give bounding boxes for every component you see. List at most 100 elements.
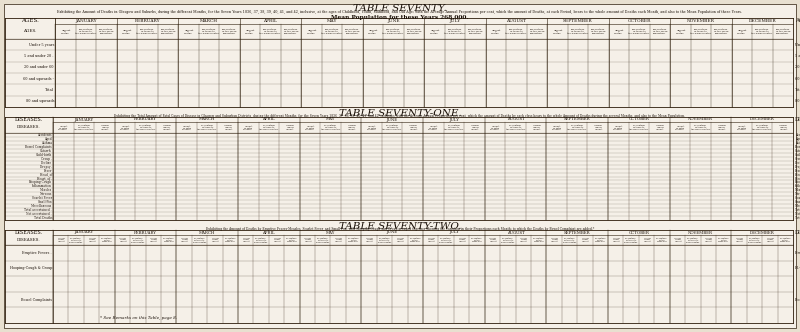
- Text: Per-centage
of these to
whole Deaths.: Per-centage of these to whole Deaths.: [439, 237, 453, 243]
- Text: Miscellaneous.: Miscellaneous.: [795, 204, 800, 208]
- Text: Average
Annual
Amount: Average Annual Amount: [223, 125, 232, 129]
- Text: Average
Annual
Amount: Average Annual Amount: [273, 238, 281, 242]
- Text: Dropsy.: Dropsy.: [795, 165, 800, 169]
- Text: Small-Pox: Small-Pox: [38, 200, 52, 204]
- Text: AUGUST: AUGUST: [506, 19, 526, 23]
- Text: Per-centage
of the Mean
Population.: Per-centage of the Mean Population.: [345, 29, 359, 34]
- Text: Per-centage
of the
Mean Pop.: Per-centage of the Mean Pop.: [348, 238, 359, 242]
- Text: OCTOBER: OCTOBER: [627, 19, 651, 23]
- Text: Amount
of Fatal
Diseases.: Amount of Fatal Diseases.: [305, 125, 315, 130]
- Text: Average
Annual
Amount: Average Annual Amount: [519, 238, 527, 242]
- Text: Per-centage
of the Mean
Population.: Per-centage of the Mean Population.: [530, 29, 544, 34]
- Text: DISEASES.: DISEASES.: [15, 117, 43, 122]
- Text: Per-centage
of these to
the whole Deaths.: Per-centage of these to the whole Deaths…: [444, 125, 463, 130]
- Text: Average
Annual
Amount: Average Annual Amount: [180, 238, 188, 242]
- Text: Hooping-Cough.: Hooping-Cough.: [795, 180, 800, 185]
- Text: DECEMBER: DECEMBER: [749, 19, 776, 23]
- Text: Average
Annual
Amount: Average Annual Amount: [470, 125, 479, 129]
- Text: Average
Annual
Amount: Average Annual Amount: [612, 238, 620, 242]
- Text: DISEASES.: DISEASES.: [795, 117, 800, 122]
- Text: Nervous.: Nervous.: [795, 192, 800, 196]
- Text: Hooping-Cough: Hooping-Cough: [29, 180, 52, 185]
- Text: Average
Annual
Amount: Average Annual Amount: [88, 238, 95, 242]
- Text: Average
Annual
Amount: Average Annual Amount: [150, 238, 157, 242]
- Text: Per-centage
of these to
the whole Deaths.: Per-centage of these to the whole Deaths…: [382, 125, 402, 130]
- Text: Per-centage
of these to
whole Deaths.: Per-centage of these to whole Deaths.: [254, 237, 268, 243]
- Text: Per-centage
of these to
the whole Deaths.: Per-centage of these to the whole Deaths…: [690, 29, 711, 34]
- Text: Amount
of
Deaths.: Amount of Deaths.: [614, 29, 623, 34]
- Text: Per-centage
of these to
the whole Deaths.: Per-centage of these to the whole Deaths…: [259, 125, 278, 130]
- Text: Amount
of
Deaths.: Amount of Deaths.: [491, 29, 501, 34]
- Text: Amount
of
Deaths.: Amount of Deaths.: [737, 29, 746, 34]
- Text: Average
Annual
Amount: Average Annual Amount: [489, 238, 496, 242]
- Text: 60 and upwards -: 60 and upwards -: [23, 77, 54, 81]
- Text: Per-centage
of the
Mean Pop.: Per-centage of the Mean Pop.: [533, 238, 544, 242]
- Text: Amount
of
Deaths.: Amount of Deaths.: [122, 29, 131, 34]
- Text: Per-centage
of these to
the whole Deaths.: Per-centage of these to the whole Deaths…: [506, 125, 526, 130]
- Text: Per-centage
of the Mean
Population.: Per-centage of the Mean Population.: [775, 29, 790, 34]
- Text: Per-centage
of these to
whole Deaths.: Per-centage of these to whole Deaths.: [686, 237, 700, 243]
- Text: DECEMBER: DECEMBER: [750, 118, 774, 122]
- Text: Average
Annual
Amount: Average Annual Amount: [704, 238, 712, 242]
- Text: Bowel Complaints.: Bowel Complaints.: [795, 145, 800, 149]
- Text: Heart, of .: Heart, of .: [37, 177, 52, 181]
- Text: Total ascertained.: Total ascertained.: [795, 208, 800, 212]
- Text: Per-centage
of the
Mean Pop.: Per-centage of the Mean Pop.: [163, 238, 174, 242]
- Text: Per-centage
of these to
whole Deaths.: Per-centage of these to whole Deaths.: [624, 237, 638, 243]
- Text: Total Deaths: Total Deaths: [34, 216, 52, 220]
- Text: Fever: Fever: [43, 169, 52, 173]
- Text: Exhibiting the Amount of Deaths by Eruptive Fevers-Measles, Scarlet Fever, and S: Exhibiting the Amount of Deaths by Erupt…: [206, 227, 594, 231]
- Text: Small-Pox.: Small-Pox.: [795, 200, 800, 204]
- Text: Average
Annual
Amount: Average Annual Amount: [642, 238, 650, 242]
- Text: DISEASES.: DISEASES.: [17, 238, 41, 242]
- Text: Eruptive Fevers .: Eruptive Fevers .: [22, 251, 52, 255]
- Text: Bowel Complaints: Bowel Complaints: [26, 145, 52, 149]
- Text: JUNE: JUNE: [386, 118, 398, 122]
- Text: Average
Annual
Amount: Average Annual Amount: [674, 238, 682, 242]
- Text: Per-centage
of these to
whole Deaths.: Per-centage of these to whole Deaths.: [131, 237, 145, 243]
- Text: FEBRUARY: FEBRUARY: [134, 118, 157, 122]
- Text: Dropsy .: Dropsy .: [40, 165, 52, 169]
- Text: Per-centage
of the
Mean Pop.: Per-centage of the Mean Pop.: [779, 238, 791, 242]
- Text: Head, of: Head, of: [39, 173, 52, 177]
- Text: OCTOBER: OCTOBER: [628, 118, 650, 122]
- Text: MAY: MAY: [326, 118, 335, 122]
- Text: JULY: JULY: [449, 19, 460, 23]
- FancyBboxPatch shape: [4, 4, 796, 328]
- Text: Average
Annual
Amount: Average Annual Amount: [717, 125, 726, 129]
- Text: 80 and upwards.: 80 and upwards.: [795, 99, 800, 103]
- Text: Per-centage
of these to
the whole Deaths.: Per-centage of these to the whole Deaths…: [444, 29, 466, 34]
- Text: Per-centage
of these to
whole Deaths.: Per-centage of these to whole Deaths.: [316, 237, 330, 243]
- Text: Not ascertained .: Not ascertained .: [26, 212, 52, 216]
- Text: Per-centage
of these to
the whole Deaths.: Per-centage of these to the whole Deaths…: [136, 125, 155, 130]
- Text: Average
Annual
Amount: Average Annual Amount: [346, 125, 355, 129]
- Text: Per-centage
of these to
the whole Deaths.: Per-centage of these to the whole Deaths…: [567, 29, 589, 34]
- Text: Per-centage
of these to
the whole Deaths.: Per-centage of these to the whole Deaths…: [321, 29, 342, 34]
- Text: APRIL: APRIL: [262, 230, 275, 234]
- Text: Aged: Aged: [44, 137, 52, 141]
- Text: Per-centage
of these to
whole Deaths.: Per-centage of these to whole Deaths.: [501, 237, 514, 243]
- Text: Accidents.: Accidents.: [795, 133, 800, 137]
- Text: Bowel Complaints.: Bowel Complaints.: [795, 297, 800, 301]
- Text: Nervous: Nervous: [40, 192, 52, 196]
- Text: Average
Annual
Amount: Average Annual Amount: [285, 125, 294, 129]
- Text: Per-centage
of the Mean
Population.: Per-centage of the Mean Population.: [222, 29, 237, 34]
- Text: Amount
of Fatal
Diseases.: Amount of Fatal Diseases.: [490, 125, 500, 130]
- Text: MARCH: MARCH: [200, 19, 218, 23]
- Text: JUNE: JUNE: [387, 19, 399, 23]
- Text: Per-centage
of the
Mean Pop.: Per-centage of the Mean Pop.: [718, 238, 730, 242]
- Text: Inflammation.: Inflammation.: [795, 184, 800, 188]
- Text: Aged.: Aged.: [795, 137, 800, 141]
- Text: Average
Annual
Amount: Average Annual Amount: [426, 238, 434, 242]
- Text: NOVEMBER: NOVEMBER: [688, 118, 713, 122]
- Text: Amount
of Fatal
Diseases.: Amount of Fatal Diseases.: [120, 125, 130, 130]
- Text: Per-centage
of the
Mean Pop.: Per-centage of the Mean Pop.: [286, 238, 298, 242]
- Text: APRIL: APRIL: [262, 118, 275, 122]
- Text: Average
Annual
Amount: Average Annual Amount: [396, 238, 404, 242]
- Text: Measles.: Measles.: [795, 188, 800, 192]
- Text: FEBRUARY: FEBRUARY: [134, 230, 157, 234]
- Text: Under 5 years: Under 5 years: [29, 43, 54, 47]
- Text: Per-centage
of the Mean
Population.: Per-centage of the Mean Population.: [591, 29, 606, 34]
- Text: Average
Annual
Amount: Average Annual Amount: [655, 125, 664, 129]
- Text: JANUARY: JANUARY: [74, 118, 94, 122]
